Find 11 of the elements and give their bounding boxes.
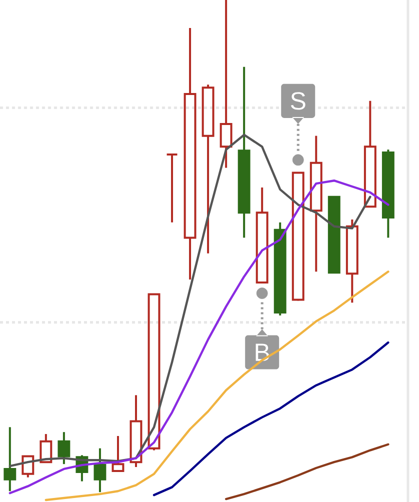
candlestick bbox=[184, 27, 196, 281]
candlestick bbox=[364, 100, 376, 208]
candlestick bbox=[94, 447, 106, 494]
candlestick bbox=[310, 134, 322, 273]
candlestick bbox=[256, 186, 268, 284]
candlestick bbox=[328, 196, 340, 274]
candlestick bbox=[220, 0, 232, 169]
candlestick bbox=[4, 426, 16, 492]
candlestick bbox=[166, 154, 178, 224]
candlestick bbox=[238, 66, 250, 239]
candlestick bbox=[112, 435, 124, 472]
